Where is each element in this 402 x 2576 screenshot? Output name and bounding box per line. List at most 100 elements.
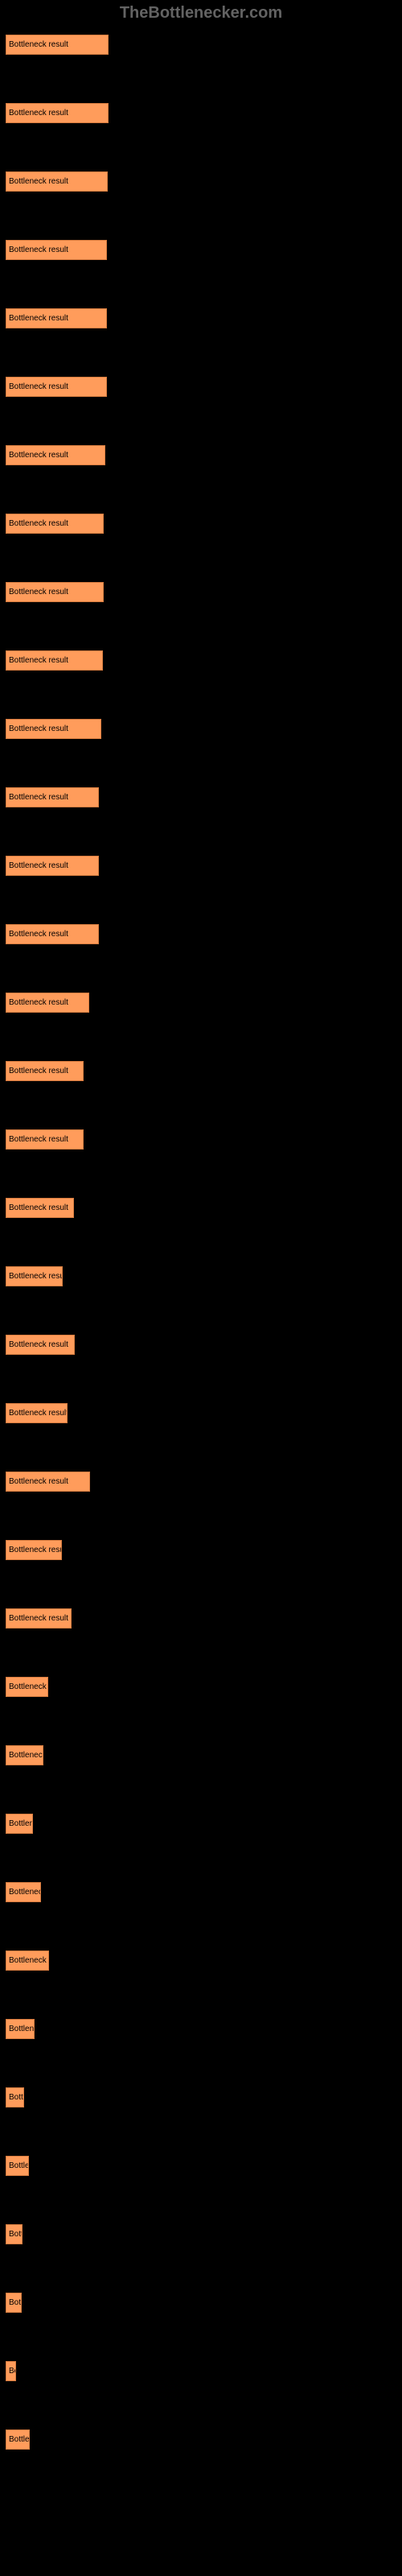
bar-row: Bottleneck result bbox=[6, 445, 402, 465]
bottleneck-bar: Bottleneck result bbox=[6, 924, 99, 944]
bar-row: Bottleneck result bbox=[6, 1403, 402, 1423]
bar-label: Bottleneck result bbox=[9, 861, 68, 870]
bottleneck-bar: Bottleneck result bbox=[6, 1608, 72, 1629]
bottleneck-bar: Bottleneck result bbox=[6, 103, 109, 123]
bar-row: Bottleneck result bbox=[6, 993, 402, 1013]
bottleneck-bar: Bottleneck result bbox=[6, 2224, 23, 2244]
bar-label: Bottleneck result bbox=[9, 246, 68, 254]
bar-row: Bottleneck result bbox=[6, 1882, 402, 1902]
bottleneck-bar: Bottleneck result bbox=[6, 377, 107, 397]
bar-label: Bottleneck result bbox=[9, 2230, 23, 2239]
bottleneck-bar: Bottleneck result bbox=[6, 1335, 75, 1355]
bar-row: Bottleneck result bbox=[6, 2429, 402, 2450]
bar-row: Bottleneck result bbox=[6, 2361, 402, 2381]
bar-row: Bottleneck result bbox=[6, 308, 402, 328]
bottleneck-bar: Bottleneck result bbox=[6, 308, 107, 328]
bar-row: Bottleneck result bbox=[6, 650, 402, 671]
bar-label: Bottleneck result bbox=[9, 451, 68, 460]
bar-label: Bottleneck result bbox=[9, 1819, 33, 1828]
bar-row: Bottleneck result bbox=[6, 240, 402, 260]
bar-label: Bottleneck result bbox=[9, 793, 68, 802]
bar-label: Bottleneck result bbox=[9, 314, 68, 323]
bar-label: Bottleneck result bbox=[9, 519, 68, 528]
bottleneck-bar: Bottleneck result bbox=[6, 856, 99, 876]
bar-row: Bottleneck result bbox=[6, 1745, 402, 1765]
bottleneck-bar: Bottleneck result bbox=[6, 1403, 68, 1423]
bar-row: Bottleneck result bbox=[6, 856, 402, 876]
bar-row: Bottleneck result bbox=[6, 1540, 402, 1560]
bar-label: Bottleneck result bbox=[9, 1409, 68, 1418]
bar-row: Bottleneck result bbox=[6, 514, 402, 534]
bottleneck-bar: Bottleneck result bbox=[6, 719, 101, 739]
bar-label: Bottleneck result bbox=[9, 2298, 22, 2307]
bottleneck-bar: Bottleneck result bbox=[6, 650, 103, 671]
bar-label: Bottleneck result bbox=[9, 1067, 68, 1075]
bottleneck-bar: Bottleneck result bbox=[6, 787, 99, 807]
bottleneck-bar: Bottleneck result bbox=[6, 1472, 90, 1492]
bar-label: Bottleneck result bbox=[9, 2093, 24, 2102]
bottleneck-bar: Bottleneck result bbox=[6, 1677, 48, 1697]
bar-label: Bottleneck result bbox=[9, 998, 68, 1007]
bar-row: Bottleneck result bbox=[6, 1814, 402, 1834]
bar-label: Bottleneck result bbox=[9, 1272, 63, 1281]
bar-label: Bottleneck result bbox=[9, 1546, 62, 1554]
bar-label: Bottleneck result bbox=[9, 724, 68, 733]
bar-row: Bottleneck result bbox=[6, 103, 402, 123]
bottleneck-bar: Bottleneck result bbox=[6, 240, 107, 260]
bottleneck-bar: Bottleneck result bbox=[6, 1266, 63, 1286]
bar-row: Bottleneck result bbox=[6, 2293, 402, 2313]
bar-row: Bottleneck result bbox=[6, 35, 402, 55]
bottleneck-bar: Bottleneck result bbox=[6, 1540, 62, 1560]
bottleneck-bar: Bottleneck result bbox=[6, 582, 104, 602]
bottleneck-bar: Bottleneck result bbox=[6, 35, 109, 55]
bar-label: Bottleneck result bbox=[9, 109, 68, 118]
bar-row: Bottleneck result bbox=[6, 377, 402, 397]
bottleneck-bar: Bottleneck result bbox=[6, 1882, 41, 1902]
bar-row: Bottleneck result bbox=[6, 2087, 402, 2107]
bar-label: Bottleneck result bbox=[9, 1340, 68, 1349]
bar-label: Bottleneck result bbox=[9, 656, 68, 665]
bar-row: Bottleneck result bbox=[6, 1951, 402, 1971]
bar-label: Bottleneck result bbox=[9, 1682, 48, 1691]
bottleneck-bar: Bottleneck result bbox=[6, 2019, 35, 2039]
bar-label: Bottleneck result bbox=[9, 2025, 35, 2033]
bar-row: Bottleneck result bbox=[6, 1266, 402, 1286]
bar-label: Bottleneck result bbox=[9, 382, 68, 391]
bar-row: Bottleneck result bbox=[6, 2224, 402, 2244]
bar-row: Bottleneck result bbox=[6, 1677, 402, 1697]
bottleneck-bar: Bottleneck result bbox=[6, 1198, 74, 1218]
bar-label: Bottleneck result bbox=[9, 1477, 68, 1486]
bar-row: Bottleneck result bbox=[6, 1129, 402, 1150]
bar-label: Bottleneck result bbox=[9, 177, 68, 186]
bar-label: Bottleneck result bbox=[9, 1751, 43, 1760]
bottleneck-bar: Bottleneck result bbox=[6, 2429, 30, 2450]
bar-row: Bottleneck result bbox=[6, 2019, 402, 2039]
bar-label: Bottleneck result bbox=[9, 1956, 49, 1965]
bar-row: Bottleneck result bbox=[6, 171, 402, 192]
bar-row: Bottleneck result bbox=[6, 1608, 402, 1629]
bottleneck-bar: Bottleneck result bbox=[6, 2087, 24, 2107]
bottleneck-chart: Bottleneck result Bottleneck result Bottle… bbox=[0, 35, 402, 2450]
bar-label: Bottleneck result bbox=[9, 1135, 68, 1144]
bar-label: Bottleneck result bbox=[9, 1614, 68, 1623]
bottleneck-bar: Bottleneck result bbox=[6, 1061, 84, 1081]
bottleneck-bar: Bottleneck result bbox=[6, 993, 89, 1013]
bottleneck-bar: Bottleneck result bbox=[6, 1129, 84, 1150]
bottleneck-bar: Bottleneck result bbox=[6, 1745, 43, 1765]
bar-label: Bottleneck result bbox=[9, 1203, 68, 1212]
bottleneck-bar: Bottleneck result bbox=[6, 2293, 22, 2313]
bar-row: Bottleneck result bbox=[6, 924, 402, 944]
bar-label: Bottleneck result bbox=[9, 2367, 16, 2376]
site-header: TheBottlenecker.com bbox=[0, 4, 402, 23]
bar-label: Bottleneck result bbox=[9, 1888, 41, 1897]
bar-label: Bottleneck result bbox=[9, 40, 68, 49]
bar-label: Bottleneck result bbox=[9, 930, 68, 939]
bar-row: Bottleneck result bbox=[6, 1198, 402, 1218]
bottleneck-bar: Bottleneck result bbox=[6, 171, 108, 192]
bar-label: Bottleneck result bbox=[9, 2161, 29, 2170]
bottleneck-bar: Bottleneck result bbox=[6, 445, 105, 465]
bottleneck-bar: Bottleneck result bbox=[6, 2361, 16, 2381]
bar-row: Bottleneck result bbox=[6, 1061, 402, 1081]
bottleneck-bar: Bottleneck result bbox=[6, 1814, 33, 1834]
bar-row: Bottleneck result bbox=[6, 582, 402, 602]
